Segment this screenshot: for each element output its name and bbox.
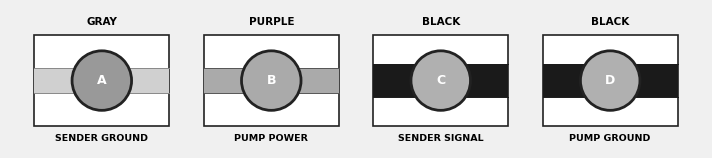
Text: B: B xyxy=(266,74,276,87)
Bar xyxy=(543,35,678,126)
Ellipse shape xyxy=(580,51,640,110)
Ellipse shape xyxy=(411,51,471,110)
Text: D: D xyxy=(605,74,615,87)
Bar xyxy=(373,64,508,97)
Ellipse shape xyxy=(72,51,132,110)
Text: BLACK: BLACK xyxy=(422,17,460,27)
Bar xyxy=(34,35,169,126)
Bar xyxy=(373,35,508,126)
Text: BLACK: BLACK xyxy=(591,17,629,27)
Text: PUMP POWER: PUMP POWER xyxy=(234,134,308,143)
Bar xyxy=(204,68,339,93)
Text: GRAY: GRAY xyxy=(86,17,117,27)
Text: A: A xyxy=(97,74,107,87)
Ellipse shape xyxy=(241,51,301,110)
Text: C: C xyxy=(436,74,445,87)
Bar xyxy=(34,68,169,93)
Text: PUMP GROUND: PUMP GROUND xyxy=(570,134,651,143)
Text: SENDER GROUND: SENDER GROUND xyxy=(56,134,148,143)
Text: SENDER SIGNAL: SENDER SIGNAL xyxy=(398,134,483,143)
Text: PURPLE: PURPLE xyxy=(248,17,294,27)
Bar xyxy=(543,64,678,97)
Bar xyxy=(204,35,339,126)
